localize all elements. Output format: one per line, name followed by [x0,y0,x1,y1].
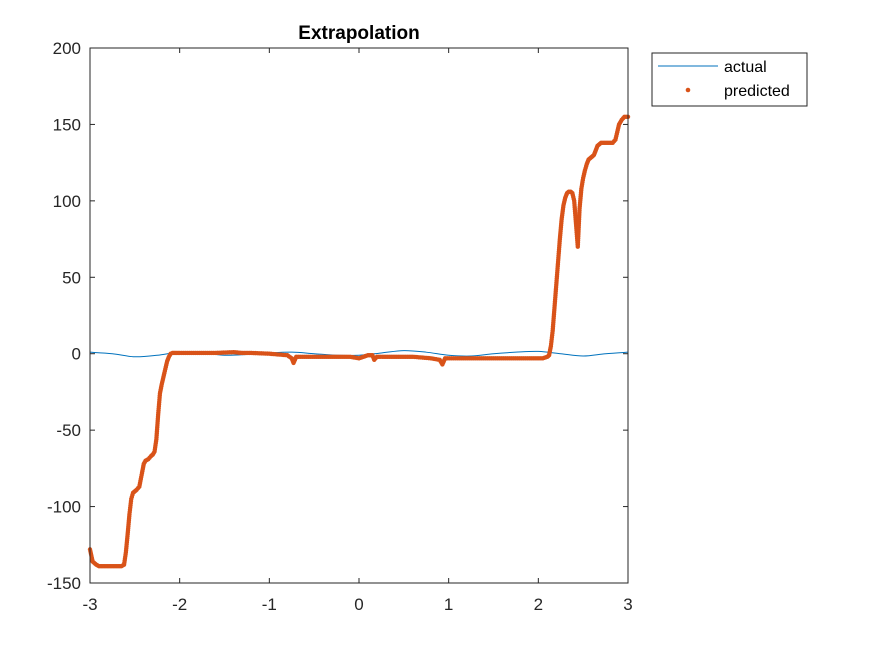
y-tick-label: 200 [53,39,81,58]
chart-title: Extrapolation [298,23,419,44]
x-tick-label: -2 [172,595,187,614]
x-tick-label: -1 [262,595,277,614]
legend-label-actual: actual [724,59,767,76]
legend: actual predicted [651,52,808,107]
x-tick-label: 3 [623,595,632,614]
axes-layer: -3 -2 -1 0 1 2 3 -150 -100 -50 0 50 100 150 200 [47,39,633,614]
legend-swatch-predicted [685,87,691,93]
series-layer [87,114,631,569]
x-tick-label: 2 [534,595,543,614]
y-tick-label: -100 [47,498,81,517]
plot-area [90,48,628,583]
x-tick-label: 1 [444,595,453,614]
y-tick-label: 50 [62,268,81,287]
x-tick-label: -3 [82,595,97,614]
y-tick-label: 150 [53,115,81,134]
legend-label-predicted: predicted [724,83,790,100]
y-tick-label: -150 [47,574,81,593]
legend-box [651,52,808,107]
x-tick-label: 0 [354,595,363,614]
y-tick-label: -50 [56,421,81,440]
y-tick-label: 100 [53,192,81,211]
y-tick-label: 0 [72,345,81,364]
